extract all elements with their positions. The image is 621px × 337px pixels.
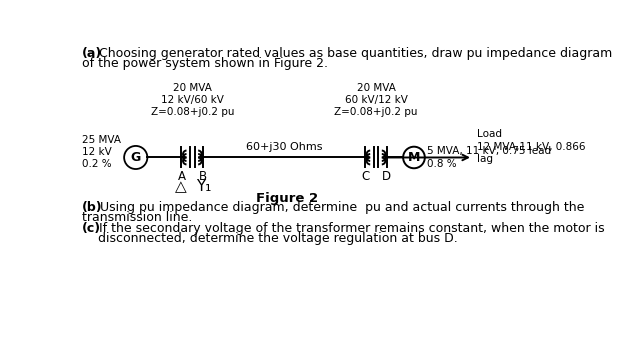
Text: 5 MVA, 11 kV, 0.75 lead
0.8 %: 5 MVA, 11 kV, 0.75 lead 0.8 %	[427, 146, 551, 169]
Text: 25 MVA
12 kV
0.2 %: 25 MVA 12 kV 0.2 %	[81, 135, 120, 170]
Text: Load
12 MVA,11 kV, 0.866
lag: Load 12 MVA,11 kV, 0.866 lag	[477, 129, 585, 164]
Text: D: D	[383, 170, 391, 183]
Text: M: M	[408, 151, 420, 164]
Text: B: B	[199, 170, 207, 183]
Text: A: A	[178, 170, 186, 183]
Text: Y₁: Y₁	[196, 179, 212, 194]
Text: △: △	[175, 179, 186, 194]
Text: C: C	[361, 170, 369, 183]
Text: 20 MVA
60 kV/12 kV
Z=0.08+j0.2 pu: 20 MVA 60 kV/12 kV Z=0.08+j0.2 pu	[334, 83, 418, 117]
Text: Using pu impedance diagram, determine  pu and actual currents through the: Using pu impedance diagram, determine pu…	[96, 202, 584, 214]
Text: G: G	[130, 151, 141, 164]
Text: If the secondary voltage of the transformer remains constant, when the motor is: If the secondary voltage of the transfor…	[94, 222, 604, 235]
Text: Choosing generator rated values as base quantities, draw pu impedance diagram: Choosing generator rated values as base …	[94, 47, 612, 60]
Text: (b): (b)	[81, 202, 102, 214]
Text: transmission line.: transmission line.	[81, 211, 192, 224]
Text: of the power system shown in Figure 2.: of the power system shown in Figure 2.	[81, 57, 327, 70]
Text: (c): (c)	[81, 222, 101, 235]
Text: 60+j30 Ohms: 60+j30 Ohms	[246, 142, 322, 152]
Text: (a): (a)	[81, 47, 102, 60]
Text: 20 MVA
12 kV/60 kV
Z=0.08+j0.2 pu: 20 MVA 12 kV/60 kV Z=0.08+j0.2 pu	[150, 83, 234, 117]
Text: Figure 2: Figure 2	[256, 192, 318, 205]
Text: disconnected, determine the voltage regulation at bus D.: disconnected, determine the voltage regu…	[81, 232, 457, 245]
